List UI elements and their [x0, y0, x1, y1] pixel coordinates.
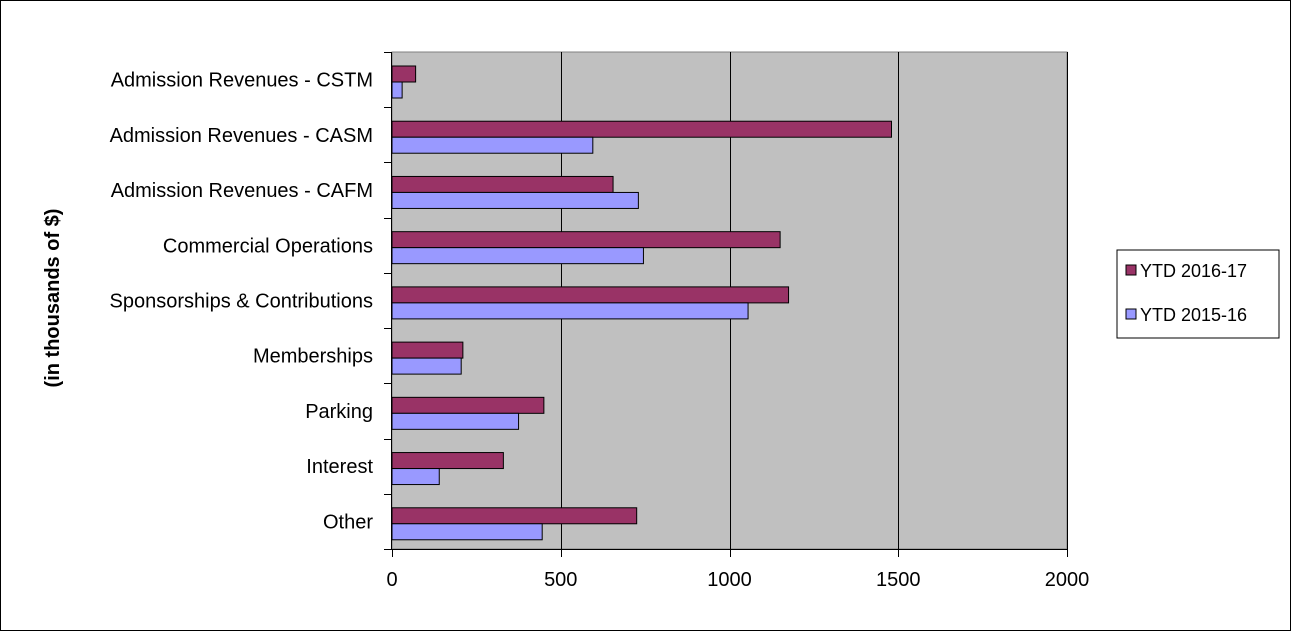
bar-ytd-2015-16-memberships	[391, 357, 462, 375]
bar-ytd-2016-17-admission-revenues-cafm	[391, 175, 614, 193]
legend: YTD 2016-17 YTD 2015-16	[1116, 249, 1280, 339]
legend-label-ytd-2016-17: YTD 2016-17	[1140, 261, 1247, 281]
bar-ytd-2016-17-memberships	[391, 341, 464, 359]
y-axis-label: (in thousands of $)	[42, 209, 64, 388]
labels: 0 500 1000 1500 2000 Admission Revenues - CST…	[110, 70, 1090, 591]
bar-ytd-2015-16-interest	[391, 468, 440, 486]
bar-ytd-2015-16-admission-revenues-casm	[391, 136, 594, 154]
x-tick-label-500: 500	[544, 569, 577, 591]
bar-ytd-2016-17-admission-revenues-casm	[391, 120, 892, 138]
category-label-admission-revenues-cafm: Admission Revenues - CAFM	[111, 180, 373, 202]
axes	[384, 52, 1068, 557]
category-label-admission-revenues-casm: Admission Revenues - CASM	[110, 125, 373, 147]
category-label-memberships: Memberships	[253, 346, 373, 368]
bar-ytd-2015-16-admission-revenues-cafm	[391, 191, 639, 209]
bar-ytd-2015-16-commercial-operations	[391, 247, 644, 265]
x-tick-label-1000: 1000	[707, 569, 752, 591]
x-tick-label-2000: 2000	[1045, 569, 1090, 591]
category-label-commercial-operations: Commercial Operations	[163, 235, 373, 257]
bar-ytd-2016-17-sponsorships-contributions	[391, 286, 790, 304]
legend-box	[1116, 249, 1280, 339]
x-tick-label-1500: 1500	[876, 569, 921, 591]
legend-swatch-ytd-2016-17	[1125, 264, 1137, 276]
bars	[391, 65, 892, 541]
category-label-other: Other	[323, 511, 373, 533]
bar-ytd-2015-16-admission-revenues-cstm	[391, 81, 403, 99]
category-label-sponsorships-contributions: Sponsorships & Contributions	[110, 291, 373, 313]
bar-ytd-2015-16-parking	[391, 412, 520, 430]
x-tick-label-0: 0	[386, 569, 397, 591]
bar-ytd-2016-17-parking	[391, 396, 545, 414]
category-label-interest: Interest	[306, 456, 373, 478]
bar-ytd-2016-17-interest	[391, 452, 504, 470]
bar-ytd-2016-17-other	[391, 507, 638, 525]
legend-swatch-ytd-2015-16	[1125, 308, 1137, 320]
category-label-parking: Parking	[305, 401, 373, 423]
category-label-admission-revenues-cstm: Admission Revenues - CSTM	[111, 70, 373, 92]
legend-label-ytd-2015-16: YTD 2015-16	[1140, 305, 1247, 325]
bar-ytd-2015-16-sponsorships-contributions	[391, 302, 749, 320]
bar-ytd-2016-17-admission-revenues-cstm	[391, 65, 417, 83]
bar-ytd-2015-16-other	[391, 523, 543, 541]
bar-ytd-2016-17-commercial-operations	[391, 231, 781, 249]
